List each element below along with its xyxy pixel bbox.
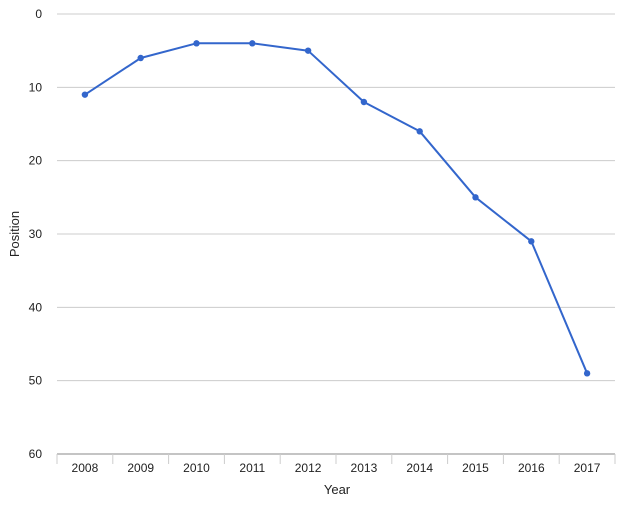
data-point	[304, 47, 312, 54]
series-line	[84, 42, 589, 374]
data-point	[416, 128, 423, 135]
x-tick-label: 2015	[462, 461, 489, 475]
gridlines	[57, 13, 615, 455]
x-tick-label: 2017	[574, 461, 601, 475]
x-tick-label: 2016	[518, 461, 545, 475]
series-layer	[81, 40, 591, 377]
y-tick-label: 60	[29, 447, 43, 461]
x-tick-label: 2009	[127, 461, 154, 475]
x-tick-label: 2012	[295, 461, 322, 475]
x-tick-label: 2013	[351, 461, 378, 475]
x-tick-label: 2010	[183, 461, 210, 475]
data-point	[81, 91, 89, 98]
x-axis-ticks: 2008 2009 2010 2011 2012 2013 2014 2015 2016 2017	[56, 454, 616, 475]
y-tick-label: 0	[35, 7, 42, 21]
x-tick-label: 2008	[72, 461, 99, 475]
data-point	[360, 98, 368, 106]
data-point	[193, 40, 200, 47]
y-tick-label: 10	[29, 80, 43, 94]
data-point	[137, 54, 144, 62]
y-axis-ticks: 0 10 20 30 40 50 60	[29, 7, 43, 461]
x-axis-title: Year	[324, 482, 351, 497]
y-tick-label: 20	[29, 154, 43, 168]
y-tick-label: 30	[29, 227, 43, 241]
data-point	[583, 370, 591, 377]
x-tick-label: 2014	[406, 461, 433, 475]
y-axis-title: Position	[7, 211, 22, 257]
y-tick-label: 40	[29, 300, 43, 314]
data-point	[249, 40, 256, 47]
y-tick-label: 50	[29, 374, 43, 388]
data-point	[528, 238, 535, 245]
data-point	[472, 194, 479, 201]
x-tick-label: 2011	[239, 461, 265, 475]
